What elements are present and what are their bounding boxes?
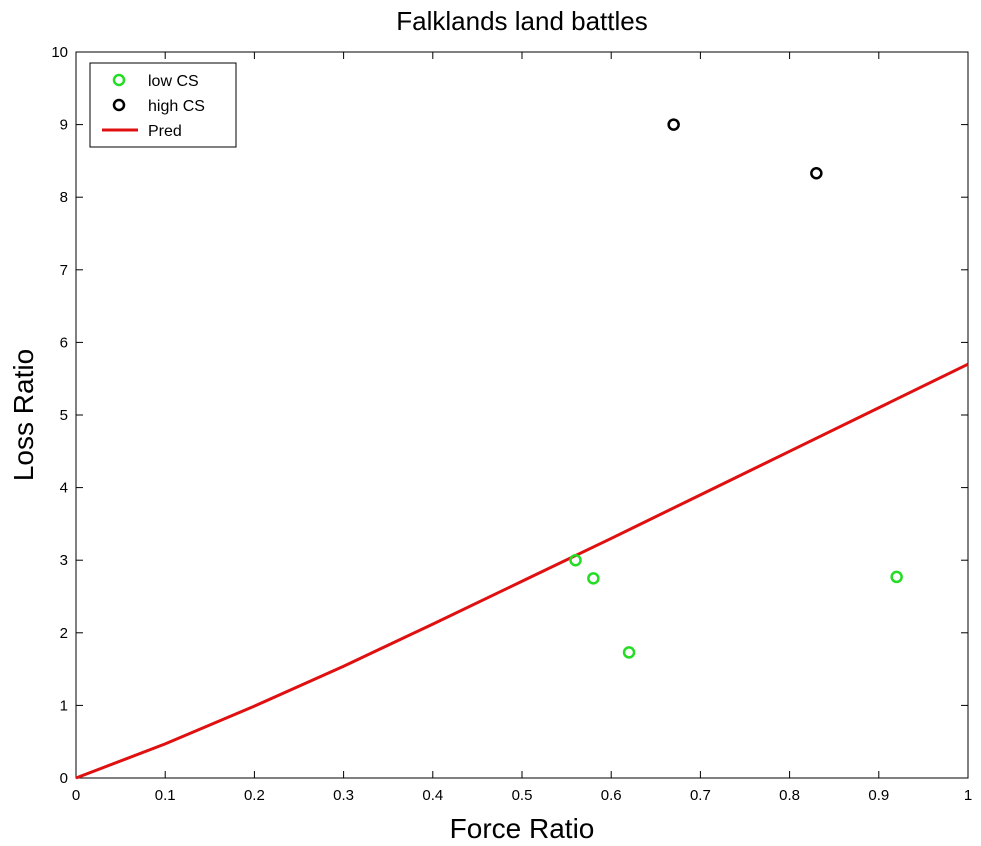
- x-tick-label: 0.7: [690, 787, 711, 804]
- legend-label-high-cs: high CS: [148, 98, 205, 115]
- y-tick-label: 0: [60, 770, 68, 787]
- x-axis-label: Force Ratio: [450, 813, 595, 844]
- x-tick-label: 0.5: [512, 787, 533, 804]
- x-tick-label: 0.1: [155, 787, 176, 804]
- x-tick-label: 0: [72, 787, 80, 804]
- y-tick-label: 10: [51, 44, 68, 61]
- y-tick-label: 3: [60, 552, 68, 569]
- y-axis-label: Loss Ratio: [8, 349, 39, 481]
- x-tick-label: 0.2: [244, 787, 265, 804]
- x-tick-label: 0.3: [333, 787, 354, 804]
- x-tick-label: 0.9: [868, 787, 889, 804]
- y-tick-label: 6: [60, 334, 68, 351]
- chart-title: Falklands land battles: [396, 6, 647, 36]
- point-low-cs: [622, 646, 636, 659]
- y-tick-label: 1: [60, 697, 68, 714]
- x-tick-label: 0.6: [601, 787, 622, 804]
- legend: low CS high CS Pred: [89, 62, 237, 148]
- y-tick-label: 4: [60, 480, 68, 497]
- point-low-cs: [569, 553, 582, 567]
- legend-marker-low-cs: [112, 73, 126, 87]
- point-low-cs: [890, 570, 903, 584]
- legend-marker-high-cs: [112, 98, 126, 112]
- x-tick-label: 1: [964, 787, 972, 804]
- axis-tick-labels: 0 0.1 0.2 0.3 0.4 0.5 0.6 0.7 0.8 0.9 101234567891…: [51, 44, 972, 804]
- point-low-cs: [587, 572, 600, 585]
- legend-label-pred: Pred: [148, 123, 182, 140]
- y-tick-label: 7: [60, 262, 68, 279]
- x-tick-label: 0.8: [779, 787, 800, 804]
- axis-ticks: [75, 51, 969, 779]
- y-tick-label: 5: [60, 407, 68, 424]
- y-tick-label: 2: [60, 625, 68, 642]
- plot-content: [75, 118, 969, 780]
- y-tick-label: 9: [60, 117, 68, 134]
- pred-line: [75, 362, 969, 780]
- point-high-cs: [667, 118, 680, 131]
- x-tick-label: 0.4: [422, 787, 443, 804]
- point-high-cs: [810, 166, 823, 180]
- legend-label-low-cs: low CS: [148, 73, 199, 90]
- y-tick-label: 8: [60, 189, 68, 206]
